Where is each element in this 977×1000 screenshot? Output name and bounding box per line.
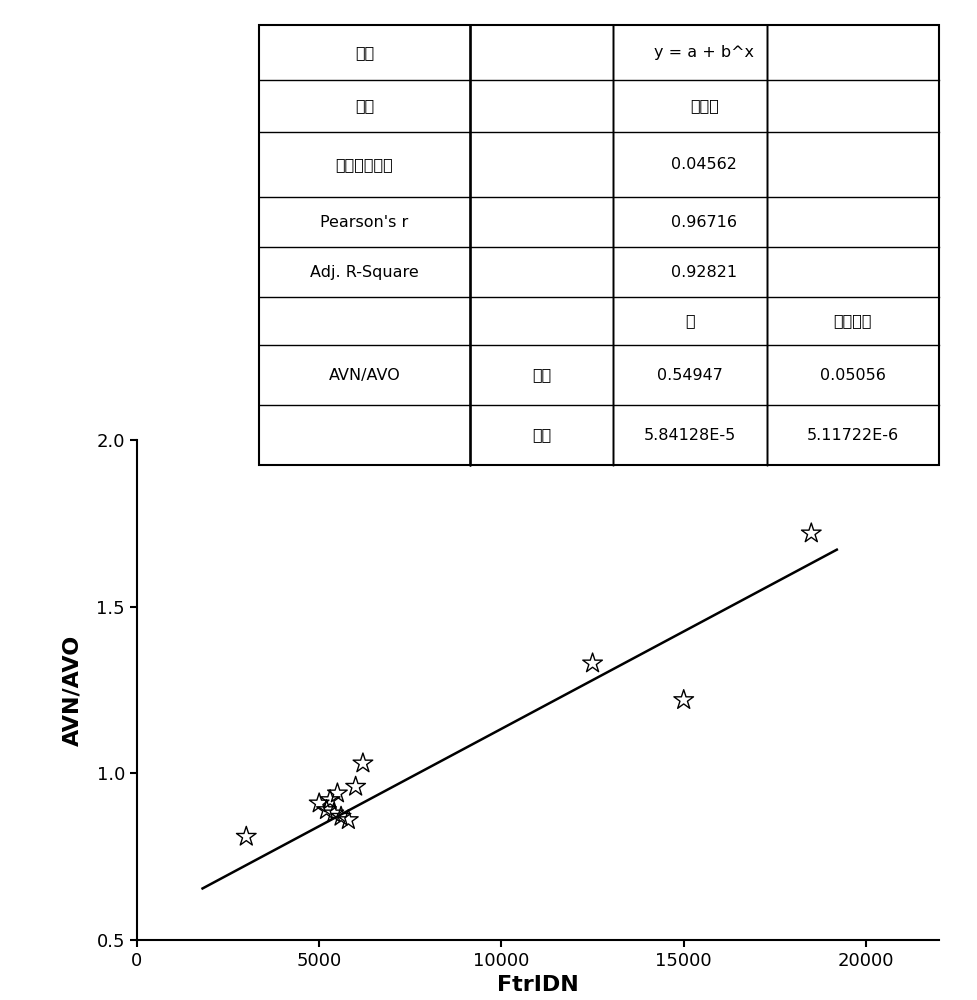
Text: 0.54947: 0.54947 [657, 368, 722, 383]
X-axis label: FtrIDN: FtrIDN [496, 975, 578, 995]
Point [340, 812, 356, 828]
Point [355, 755, 370, 771]
Text: AVN/AVO: AVN/AVO [328, 368, 400, 383]
Point [348, 779, 363, 795]
Point [319, 802, 334, 818]
Text: Pearson's r: Pearson's r [320, 215, 408, 230]
Text: 0.92821: 0.92821 [670, 265, 737, 280]
Text: 斜率: 斜率 [531, 428, 551, 443]
Text: 0.05056: 0.05056 [819, 368, 885, 383]
Text: 标准误差: 标准误差 [832, 314, 871, 329]
Point [675, 692, 691, 708]
Y-axis label: AVN/AVO: AVN/AVO [63, 634, 82, 746]
Text: 0.96716: 0.96716 [670, 215, 737, 230]
Text: Adj. R-Square: Adj. R-Square [310, 265, 418, 280]
Point [325, 805, 341, 821]
Text: 截距: 截距 [531, 368, 551, 383]
Text: 平方的残余和: 平方的残余和 [335, 157, 393, 172]
Text: 无加权: 无加权 [689, 99, 718, 114]
Text: 权重: 权重 [355, 99, 374, 114]
Text: 0.04562: 0.04562 [670, 157, 737, 172]
Point [803, 525, 819, 541]
Text: 5.84128E-5: 5.84128E-5 [643, 428, 736, 443]
Point [333, 809, 349, 825]
Point [311, 795, 326, 811]
Point [584, 655, 600, 671]
Text: 等式: 等式 [355, 45, 374, 60]
Text: 5.11722E-6: 5.11722E-6 [806, 428, 898, 443]
Text: 值: 值 [685, 314, 694, 329]
Point [238, 829, 254, 845]
Bar [259, 25, 938, 465]
Text: y = a + b^x: y = a + b^x [654, 45, 753, 60]
Point [329, 785, 345, 801]
Point [322, 792, 338, 808]
